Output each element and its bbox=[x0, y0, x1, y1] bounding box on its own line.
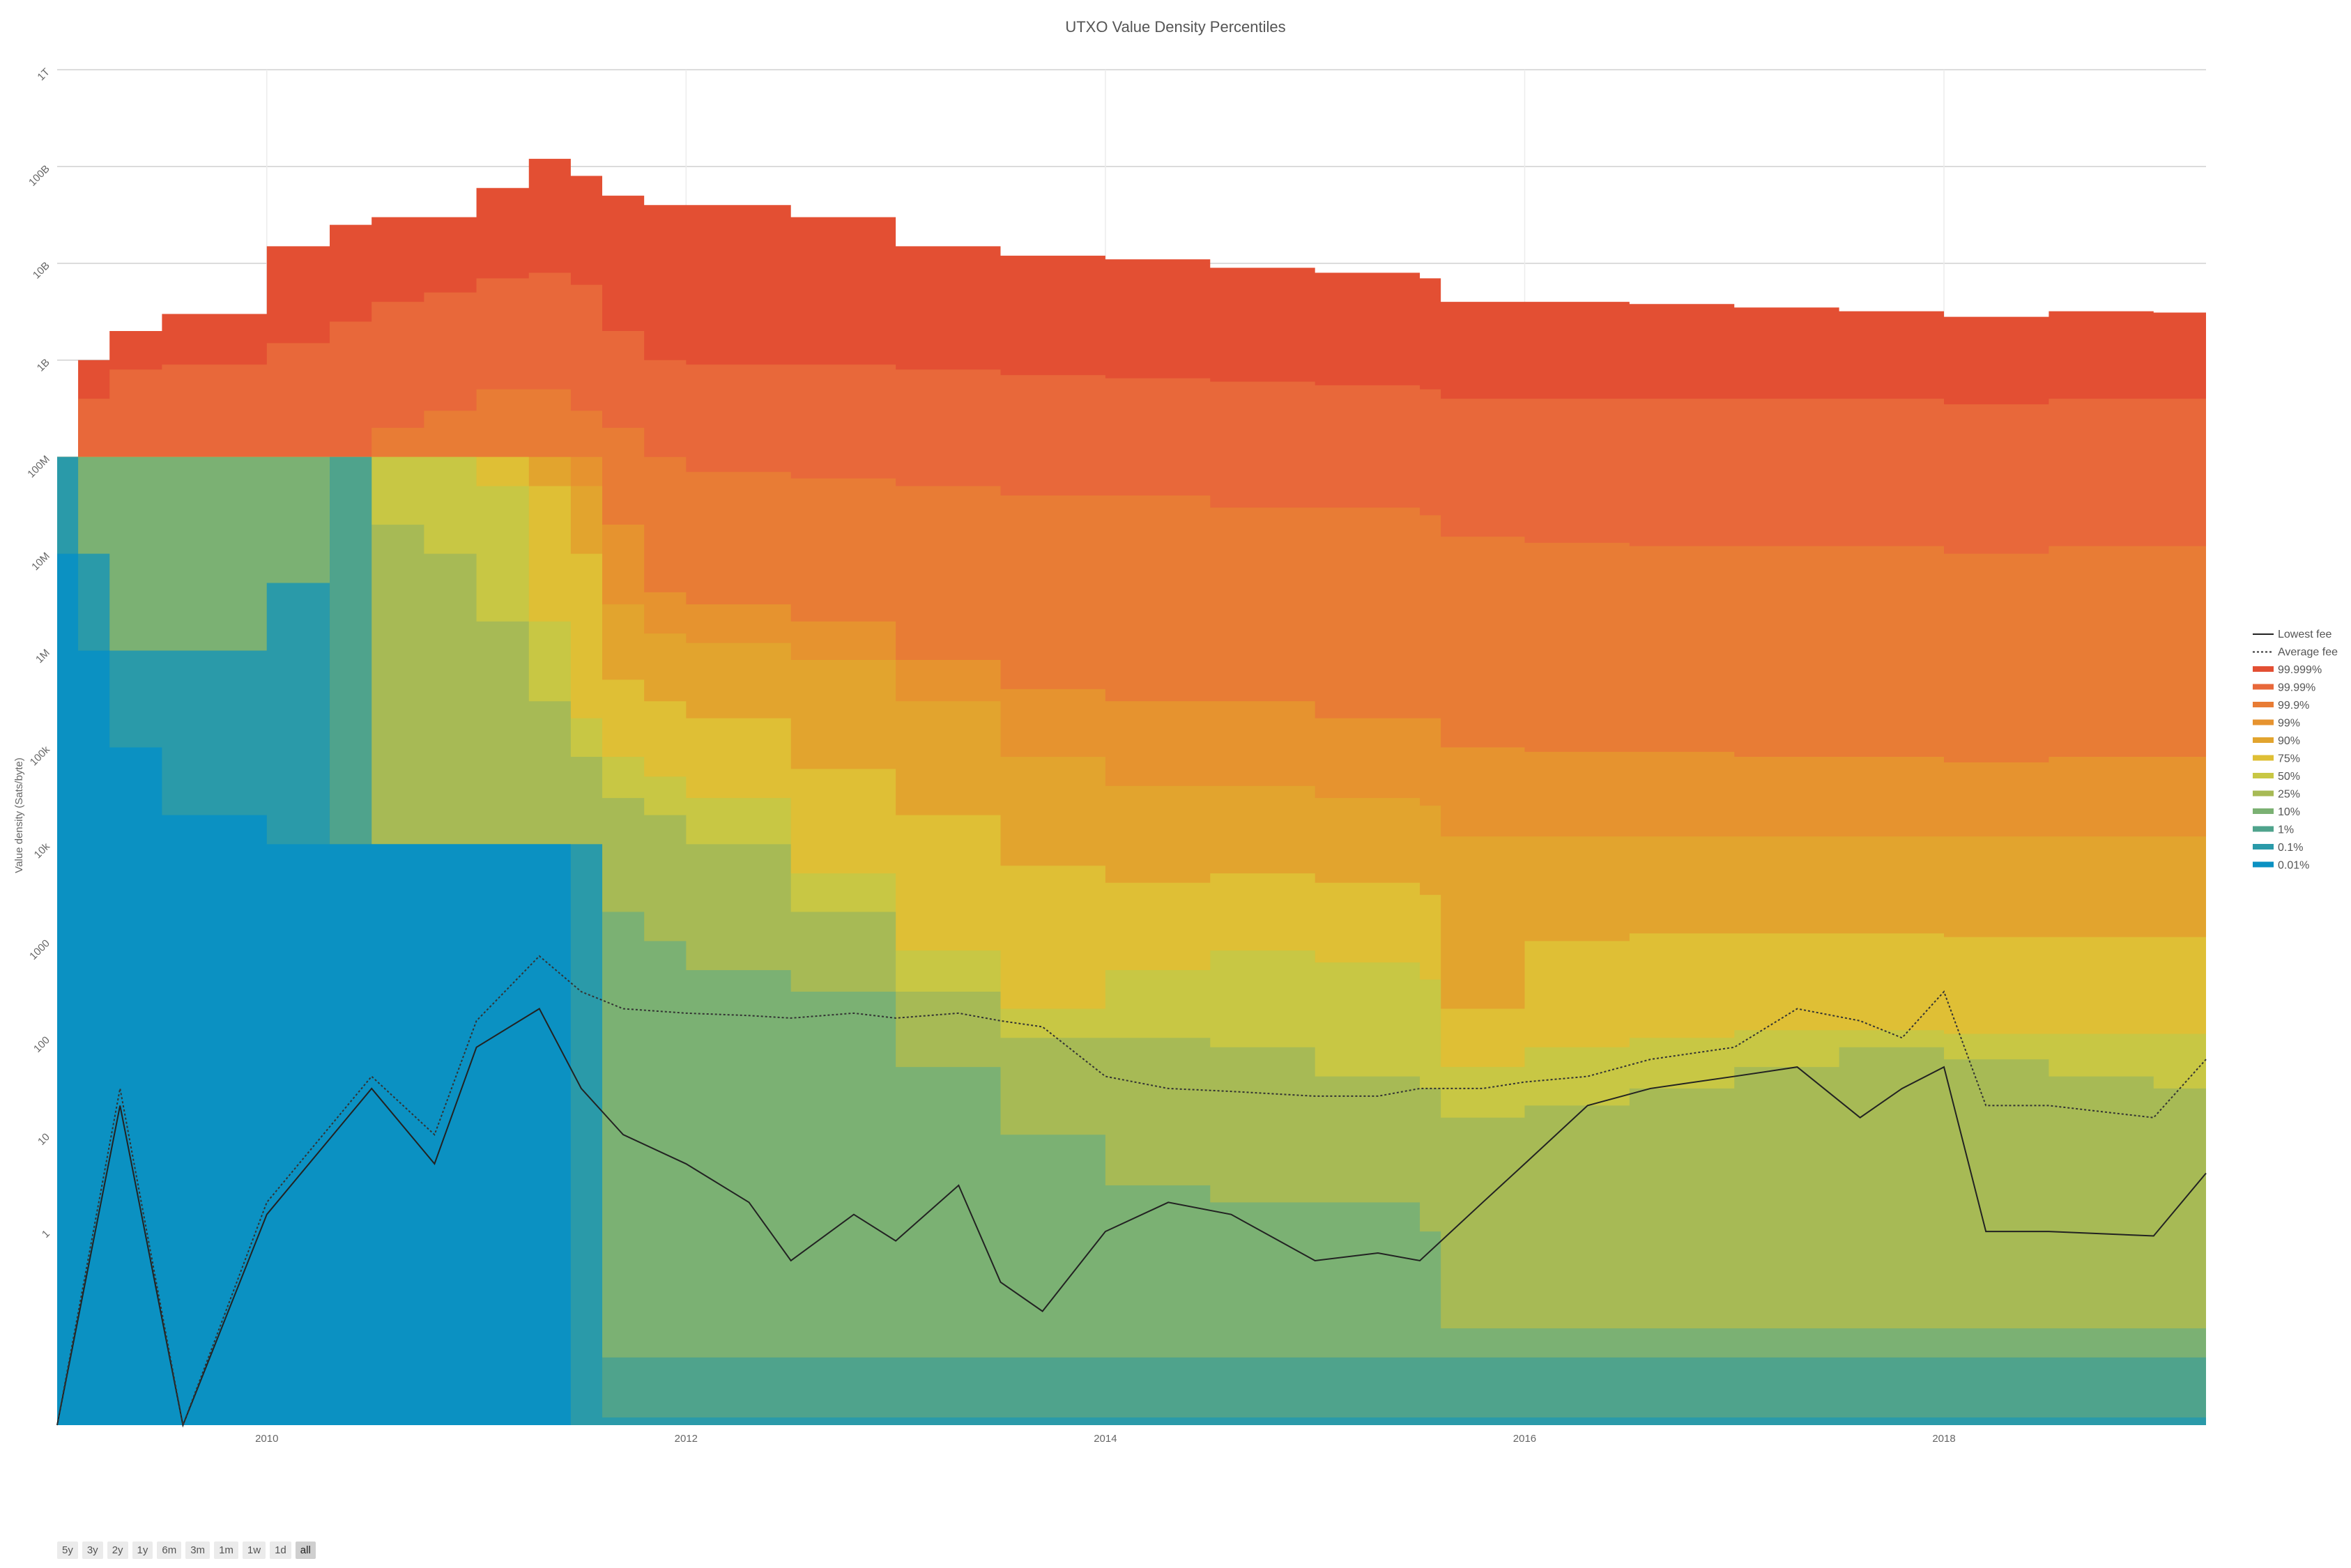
legend-swatch bbox=[2253, 861, 2274, 868]
range-button-all[interactable]: all bbox=[295, 1542, 316, 1559]
legend-label: 99.9% bbox=[2278, 700, 2309, 712]
area-layer bbox=[57, 158, 2206, 1426]
y-tick-label: 1B bbox=[35, 357, 52, 374]
legend-label: 10% bbox=[2278, 806, 2300, 818]
legend-label: 99.99% bbox=[2278, 682, 2315, 694]
range-button-3m[interactable]: 3m bbox=[185, 1542, 210, 1559]
range-button-1d[interactable]: 1d bbox=[270, 1542, 291, 1559]
y-tick-label: 10k bbox=[32, 840, 52, 861]
y-tick-label: 1T bbox=[35, 66, 52, 83]
range-button-1y[interactable]: 1y bbox=[132, 1542, 153, 1559]
y-axis-label: Value density (Sats/byte) bbox=[13, 758, 25, 873]
legend-label: 90% bbox=[2278, 735, 2300, 747]
legend-item[interactable]: Lowest fee bbox=[2253, 629, 2331, 640]
y-tick-label: 10M bbox=[29, 550, 52, 573]
y-tick-label: 1 bbox=[40, 1228, 52, 1240]
legend-item[interactable]: 50% bbox=[2253, 771, 2300, 783]
legend-swatch bbox=[2253, 790, 2274, 797]
y-tick-label: 100B bbox=[26, 163, 52, 189]
range-button-2y[interactable]: 2y bbox=[107, 1542, 128, 1559]
legend-swatch bbox=[2253, 844, 2274, 850]
line-series-Lowest fee bbox=[56, 1008, 2207, 1428]
legend-swatch bbox=[2253, 826, 2274, 832]
range-button-3y[interactable]: 3y bbox=[82, 1542, 103, 1559]
legend-item[interactable]: 1% bbox=[2253, 824, 2294, 836]
legend-item[interactable]: Average fee bbox=[2253, 647, 2338, 659]
range-button-6m[interactable]: 6m bbox=[157, 1542, 182, 1559]
y-tick-label: 10B bbox=[31, 260, 52, 282]
legend-label: 0.01% bbox=[2278, 860, 2309, 872]
legend-swatch bbox=[2253, 773, 2274, 778]
line-series-Average fee bbox=[56, 955, 2207, 1428]
line-layer bbox=[56, 955, 2207, 1428]
legend-swatch bbox=[2253, 755, 2274, 761]
range-button-1m[interactable]: 1m bbox=[214, 1542, 238, 1559]
legend-label: 99% bbox=[2278, 718, 2300, 730]
y-tick-label: 10 bbox=[36, 1131, 52, 1148]
area-series-0.1% bbox=[57, 456, 2206, 1425]
legend-item[interactable]: 0.01% bbox=[2253, 860, 2309, 872]
legend-label: 75% bbox=[2278, 753, 2300, 765]
x-tick-label: 2014 bbox=[1094, 1433, 1117, 1445]
legend-swatch bbox=[2253, 808, 2274, 814]
legend-item[interactable]: 99.99% bbox=[2253, 682, 2315, 694]
legend-item[interactable]: 0.1% bbox=[2253, 842, 2303, 854]
y-tick-label: 100k bbox=[28, 744, 52, 768]
y-tick-label: 100 bbox=[31, 1034, 52, 1055]
y-tick-label: 1000 bbox=[27, 937, 52, 962]
legend-item[interactable]: 99.9% bbox=[2253, 700, 2309, 712]
legend-item[interactable]: 10% bbox=[2253, 806, 2300, 818]
legend[interactable]: Lowest fee Average fee 99.999% 99.99% 99.9% 9… bbox=[2253, 629, 2338, 872]
legend-label: Lowest fee bbox=[2278, 629, 2331, 640]
range-button-5y[interactable]: 5y bbox=[57, 1542, 78, 1559]
legend-swatch bbox=[2253, 684, 2274, 690]
legend-label: 25% bbox=[2278, 789, 2300, 801]
x-tick-label: 2012 bbox=[675, 1433, 698, 1445]
legend-label: 50% bbox=[2278, 771, 2300, 783]
area-series-0.01% bbox=[57, 553, 2206, 1426]
legend-swatch bbox=[2253, 737, 2274, 743]
legend-swatch bbox=[2253, 666, 2274, 672]
legend-item[interactable]: 90% bbox=[2253, 735, 2300, 747]
legend-label: 99.999% bbox=[2278, 664, 2322, 676]
legend-item[interactable]: 99% bbox=[2253, 718, 2300, 730]
legend-label: 1% bbox=[2278, 824, 2294, 836]
range-selector: 5y 3y 2y 1y 6m 3m 1m 1w 1d all bbox=[57, 1542, 316, 1559]
legend-label: Average fee bbox=[2278, 647, 2338, 659]
y-tick-label: 1M bbox=[33, 647, 52, 666]
x-tick-label: 2018 bbox=[1932, 1433, 1955, 1445]
range-button-1w[interactable]: 1w bbox=[242, 1542, 266, 1559]
legend-item[interactable]: 25% bbox=[2253, 789, 2300, 801]
chart-title: UTXO Value Density Percentiles bbox=[1065, 18, 1286, 36]
legend-label: 0.1% bbox=[2278, 842, 2303, 854]
x-tick-label: 2010 bbox=[255, 1433, 278, 1445]
legend-swatch bbox=[2253, 719, 2274, 725]
x-tick-label: 2016 bbox=[1513, 1433, 1536, 1445]
y-tick-label: 100M bbox=[25, 454, 52, 481]
legend-swatch bbox=[2253, 702, 2274, 707]
legend-item[interactable]: 75% bbox=[2253, 753, 2300, 765]
legend-item[interactable]: 99.999% bbox=[2253, 664, 2322, 676]
